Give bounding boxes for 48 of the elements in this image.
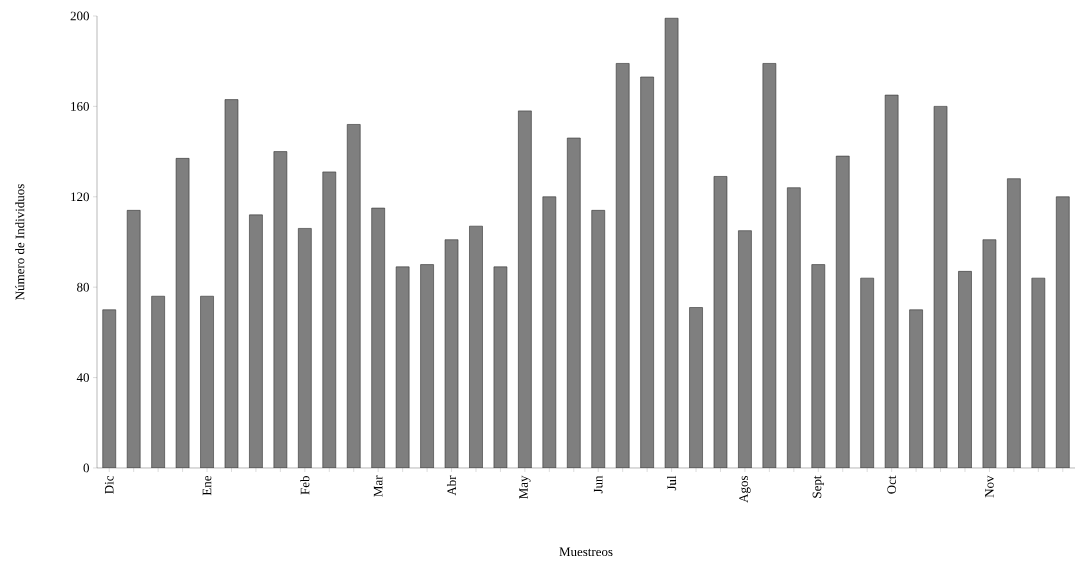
bar xyxy=(787,187,801,468)
bar xyxy=(346,124,361,468)
bar xyxy=(958,271,972,468)
bar xyxy=(566,137,581,468)
bar xyxy=(615,63,630,468)
y-tick-label: 0 xyxy=(83,463,89,473)
bar xyxy=(322,171,337,468)
bar xyxy=(298,228,312,468)
x-tick-label: Abr xyxy=(446,475,457,496)
bar xyxy=(542,196,557,468)
x-tick-label: Ene xyxy=(202,475,212,496)
x-tick-label: Mar xyxy=(373,475,383,497)
bar xyxy=(909,309,923,468)
bar xyxy=(1055,196,1070,468)
bar xyxy=(151,295,165,468)
y-tick-label: 80 xyxy=(77,282,89,292)
x-tick-label: Agos xyxy=(739,475,751,503)
bar xyxy=(102,309,117,468)
bar xyxy=(249,214,263,468)
y-axis-title: Número de Individuos xyxy=(15,184,25,300)
bar xyxy=(860,277,874,468)
bar xyxy=(640,76,654,468)
x-tick-label: Oct xyxy=(887,475,896,494)
x-tick-label: Sept xyxy=(812,475,824,498)
bar xyxy=(371,207,385,468)
y-tick-label: 200 xyxy=(70,11,89,21)
bar xyxy=(126,210,141,468)
bar xyxy=(835,155,850,468)
bar xyxy=(1007,178,1021,468)
y-tick-label: 120 xyxy=(71,192,89,202)
x-tick-label: Jun xyxy=(593,475,603,494)
bar xyxy=(1031,277,1046,468)
y-tick-label: 160 xyxy=(71,102,89,111)
bar xyxy=(689,307,703,468)
x-tick-label: May xyxy=(519,475,531,499)
x-tick-label: Dic xyxy=(104,475,114,494)
bar xyxy=(738,230,752,468)
x-tick-label: Jul xyxy=(667,475,677,491)
bar xyxy=(811,264,826,468)
bar xyxy=(591,210,606,468)
bar xyxy=(469,225,483,468)
x-tick-label: Feb xyxy=(300,476,310,495)
y-tick-label: 40 xyxy=(76,373,89,382)
bar xyxy=(200,295,214,468)
bar xyxy=(420,264,434,468)
x-axis-title: Muestreos xyxy=(559,547,613,557)
bar xyxy=(518,110,532,468)
x-tick-label: Nov xyxy=(985,475,994,498)
